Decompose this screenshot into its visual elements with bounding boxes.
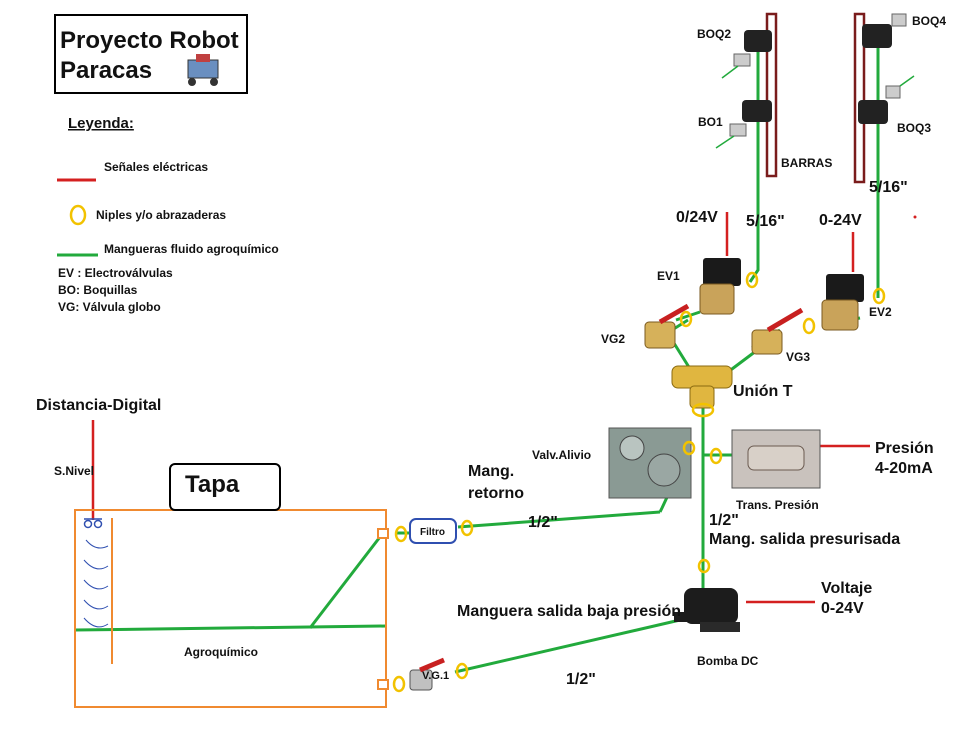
clamp-ring bbox=[460, 519, 474, 537]
label-bo1: BO1 bbox=[698, 115, 723, 129]
label-mang-retorno-2: retorno bbox=[468, 485, 524, 502]
spray-bar-right bbox=[853, 12, 866, 184]
union-t-fitting bbox=[671, 365, 733, 409]
label-vg1: V.G.1 bbox=[422, 670, 449, 682]
label-bomba: Bomba DC bbox=[697, 654, 759, 668]
clamp-ring bbox=[697, 558, 711, 574]
legend-item-signal: Señales eléctricas bbox=[104, 160, 208, 174]
nozzle-boq3 bbox=[858, 75, 915, 124]
legend-item-hose: Mangueras fluido agroquímico bbox=[104, 242, 279, 256]
legend-abbr-ev: EV : Electroválvulas bbox=[58, 266, 173, 280]
dc-pump bbox=[674, 588, 740, 632]
label-tapa: Tapa bbox=[185, 471, 240, 498]
nozzle-bo1 bbox=[715, 100, 772, 149]
legend-abbr-bo: BO: Boquillas bbox=[58, 283, 138, 297]
relief-valve-photo bbox=[608, 427, 692, 499]
label-ev1: EV1 bbox=[657, 269, 680, 283]
label-presion-2: 4-20mA bbox=[875, 460, 933, 477]
legend-abbr-vg: VG: Válvula globo bbox=[58, 300, 161, 314]
tank-port-return bbox=[377, 528, 389, 539]
label-vg3: VG3 bbox=[786, 350, 810, 364]
clamp-ring bbox=[455, 662, 469, 680]
clamp-ring bbox=[392, 675, 406, 693]
clamp-ring bbox=[691, 402, 715, 418]
globe-valve-vg2 bbox=[644, 303, 690, 349]
clamp-ring bbox=[745, 271, 759, 289]
clamp-ring bbox=[394, 525, 408, 543]
label-agroquimico: Agroquímico bbox=[184, 645, 258, 659]
label-barras: BARRAS bbox=[781, 156, 832, 170]
solenoid-valve-ev1 bbox=[699, 258, 741, 315]
label-union-t: Unión T bbox=[733, 383, 793, 400]
clamp-rings bbox=[392, 271, 886, 693]
label-trans-presion: Trans. Presión bbox=[736, 498, 819, 512]
tank bbox=[74, 509, 387, 708]
legend-heading: Leyenda: bbox=[68, 115, 134, 132]
label-vg2: VG2 bbox=[601, 332, 625, 346]
label-boq2: BOQ2 bbox=[697, 27, 731, 41]
clamp-ring bbox=[802, 317, 816, 335]
label-fit-left: 5/16" bbox=[746, 213, 785, 230]
label-voltaje-1: Voltaje bbox=[821, 580, 872, 597]
label-mang-baja: Manguera salida baja presión bbox=[457, 603, 681, 620]
label-half-low: 1/2" bbox=[566, 671, 596, 688]
label-volt-left: 0/24V bbox=[676, 209, 718, 226]
label-boq3: BOQ3 bbox=[897, 121, 931, 135]
label-valv-alivio: Valv.Alivio bbox=[532, 448, 591, 462]
label-volt-right: 0-24V bbox=[819, 212, 862, 229]
title-line2: Paracas bbox=[60, 57, 152, 84]
clamp-ring bbox=[709, 447, 723, 465]
nozzle-boq4 bbox=[862, 13, 907, 48]
nozzle-boq2 bbox=[721, 30, 772, 79]
label-filtro: Filtro bbox=[420, 527, 445, 538]
label-mang-retorno-1: Mang. bbox=[468, 463, 514, 480]
tank-port-outlet bbox=[377, 679, 389, 690]
clamp-ring bbox=[872, 287, 886, 305]
label-distancia: Distancia-Digital bbox=[36, 397, 161, 414]
globe-valve-vg1 bbox=[409, 657, 445, 691]
pressure-transducer-photo bbox=[731, 429, 821, 489]
label-boq4: BOQ4 bbox=[912, 14, 946, 28]
label-fit-right: 5/16" bbox=[869, 179, 908, 196]
label-half-return: 1/2" bbox=[528, 514, 558, 531]
clamp-ring bbox=[679, 310, 693, 328]
title-line1: Proyecto Robot bbox=[60, 27, 239, 54]
label-mang-salida-pres: Mang. salida presurisada bbox=[709, 531, 900, 548]
signal-lines bbox=[91, 212, 870, 604]
legend-yellow-ring bbox=[69, 204, 87, 226]
hose-network bbox=[74, 40, 880, 674]
label-presion-1: Presión bbox=[875, 440, 934, 457]
label-s-nivel: S.Nivel bbox=[54, 464, 94, 478]
globe-valve-vg3 bbox=[751, 307, 804, 355]
filter-box bbox=[409, 518, 457, 544]
lid-box bbox=[169, 463, 281, 511]
label-ev2: EV2 bbox=[869, 305, 892, 319]
clamp-ring bbox=[682, 440, 696, 456]
ultrasonic-waves bbox=[83, 539, 109, 628]
robot-icon bbox=[187, 54, 219, 86]
label-voltaje-2: 0-24V bbox=[821, 600, 864, 617]
spray-bar-left bbox=[765, 12, 778, 178]
red-dot bbox=[913, 215, 917, 219]
solenoid-valve-ev2 bbox=[821, 274, 864, 331]
level-sensor bbox=[83, 518, 103, 529]
label-half-press: 1/2" bbox=[709, 512, 739, 529]
legend-item-niples: Niples y/o abrazaderas bbox=[96, 208, 226, 222]
